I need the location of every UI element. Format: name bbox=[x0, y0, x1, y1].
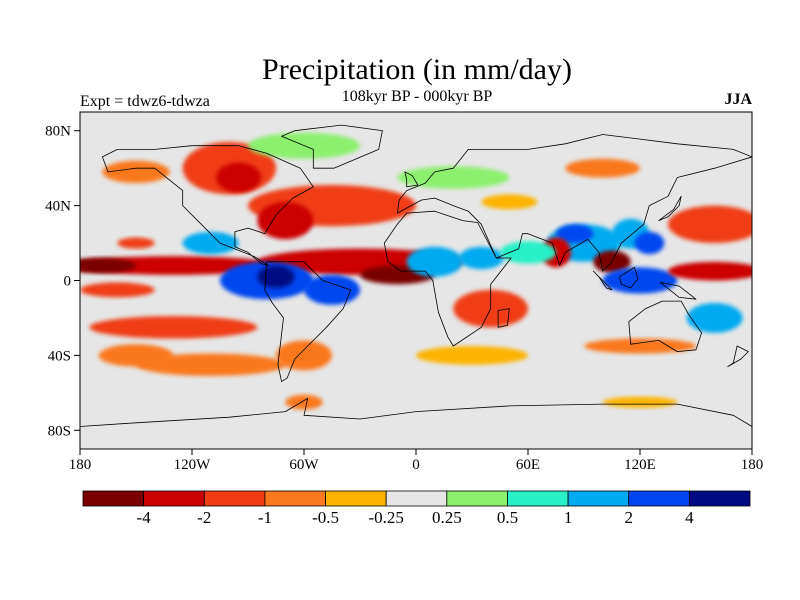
anomaly-region bbox=[257, 201, 314, 240]
colorbar-label: 0.25 bbox=[432, 508, 462, 527]
colorbar-label: -0.5 bbox=[312, 508, 339, 527]
latitude-axis: 80N 40N 0 40S 80S bbox=[45, 124, 80, 439]
coastline-africa bbox=[383, 210, 512, 347]
anomaly-region bbox=[117, 237, 155, 249]
colorbar-swatch bbox=[567, 490, 630, 507]
colorbar-swatch bbox=[203, 490, 266, 507]
lat-tick-label: 40N bbox=[45, 199, 71, 215]
map-subtitle: 108kyr BP - 000kyr BP bbox=[341, 88, 493, 105]
anomaly-region bbox=[416, 346, 528, 365]
lon-tick-label: 60E bbox=[516, 457, 540, 473]
coastline-new-zealand bbox=[727, 345, 749, 368]
colorbar-label: 2 bbox=[624, 508, 633, 527]
coastline-japan bbox=[658, 195, 682, 222]
anomaly-region bbox=[584, 338, 696, 354]
anomaly-region bbox=[668, 205, 752, 244]
lon-tick-label: 0 bbox=[412, 457, 420, 473]
colorbar-swatch bbox=[385, 490, 448, 507]
coastline-greenland bbox=[281, 124, 383, 169]
longitude-axis: 180 120W 60W 0 60E 120E 180 bbox=[69, 449, 764, 473]
colorbar-swatch bbox=[628, 490, 690, 507]
coastline-australia bbox=[628, 300, 702, 353]
colorbar-label: 4 bbox=[685, 508, 694, 527]
anomaly-region bbox=[98, 344, 174, 367]
anomaly-region bbox=[602, 267, 678, 294]
experiment-label: Expt = tdwz6-tdwza bbox=[80, 93, 210, 110]
anomaly-region bbox=[80, 256, 276, 275]
lat-tick-label: 40S bbox=[48, 348, 71, 364]
coastline-antarctica bbox=[80, 397, 752, 449]
lat-tick-label: 0 bbox=[64, 274, 72, 290]
coastline-madagascar bbox=[497, 308, 510, 328]
season-label: JJA bbox=[724, 91, 752, 108]
coastline-new-guinea bbox=[660, 281, 697, 300]
anomaly-region bbox=[257, 265, 295, 288]
coastline-eurasia bbox=[396, 134, 752, 272]
colorbar-swatch bbox=[264, 490, 326, 507]
colorbar-swatch bbox=[688, 490, 751, 507]
lon-tick-label: 120W bbox=[174, 457, 212, 473]
anomaly-region bbox=[565, 158, 641, 178]
coastlines bbox=[80, 124, 752, 449]
map-title: Precipitation (in mm/day) bbox=[262, 53, 572, 86]
lat-tick-label: 80S bbox=[48, 423, 71, 439]
lon-tick-label: 120E bbox=[624, 457, 656, 473]
anomaly-region bbox=[481, 194, 538, 210]
anomaly-region bbox=[80, 258, 136, 274]
colorbar-label: -4 bbox=[137, 508, 152, 527]
anomaly-region bbox=[216, 162, 262, 193]
colorbar-label: -1 bbox=[258, 508, 272, 527]
anomaly-region bbox=[406, 246, 463, 277]
anomaly-region bbox=[634, 231, 665, 255]
colorbar-swatch bbox=[446, 490, 508, 507]
anomaly-region bbox=[136, 353, 286, 376]
anomaly-region bbox=[304, 274, 360, 305]
colorbar: -4 -2 -1 -0.5 -0.25 0.25 0.5 1 2 4 bbox=[82, 490, 751, 527]
anomaly-region bbox=[556, 224, 594, 244]
colorbar-label: -2 bbox=[197, 508, 211, 527]
anomaly-region bbox=[668, 261, 752, 281]
lon-tick-label: 60W bbox=[289, 457, 319, 473]
colorbar-swatch bbox=[325, 490, 387, 507]
anomaly-region bbox=[285, 394, 323, 410]
anomaly-region bbox=[500, 241, 556, 264]
anomaly-region bbox=[276, 340, 332, 371]
colorbar-swatch bbox=[507, 490, 569, 507]
colorbar-label: 1 bbox=[564, 508, 573, 527]
anomaly-region bbox=[102, 160, 170, 184]
colorbar-label: 0.5 bbox=[497, 508, 518, 527]
colorbar-swatch bbox=[82, 490, 145, 507]
coastline-north-america bbox=[102, 145, 314, 266]
colorbar-label: -0.25 bbox=[368, 508, 403, 527]
anomaly-region bbox=[80, 282, 155, 298]
coastline-borneo bbox=[619, 266, 639, 289]
anomaly-region bbox=[182, 231, 239, 255]
anomaly-region bbox=[602, 396, 678, 408]
anomaly-region bbox=[686, 302, 743, 333]
anomaly-region bbox=[458, 246, 504, 270]
lat-tick-label: 80N bbox=[45, 124, 71, 140]
colorbar-swatch bbox=[143, 490, 205, 507]
coastline-uk bbox=[404, 171, 419, 188]
coastline-south-america bbox=[264, 261, 352, 383]
coastline-sumatra bbox=[592, 270, 613, 291]
anomaly-region bbox=[89, 316, 258, 339]
lon-tick-label: 180 bbox=[69, 457, 92, 473]
lon-tick-label: 180 bbox=[741, 457, 764, 473]
